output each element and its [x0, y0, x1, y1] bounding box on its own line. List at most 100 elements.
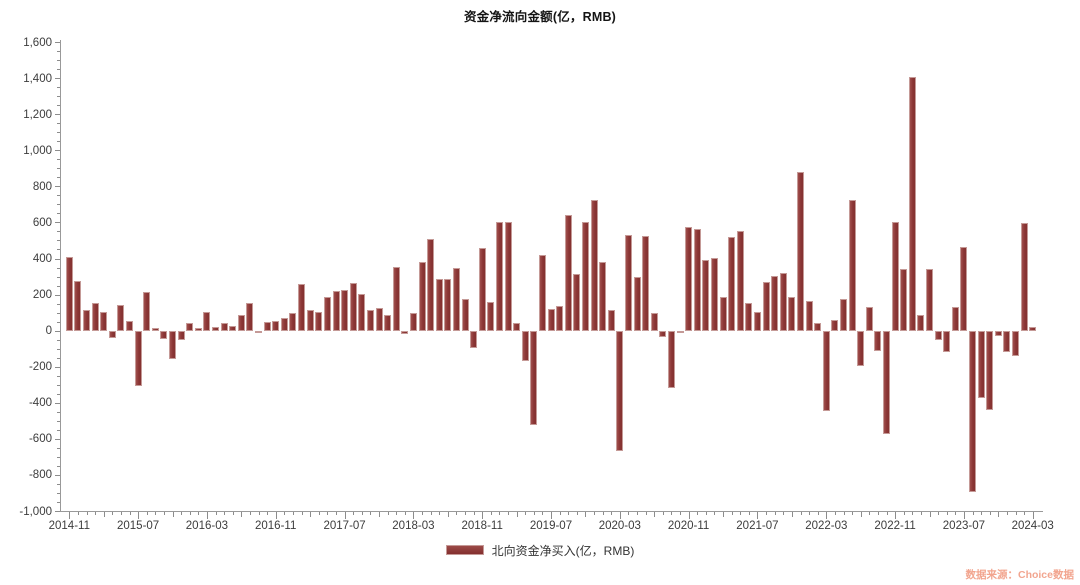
y-tick — [57, 411, 60, 413]
x-tick — [852, 512, 854, 515]
x-tick — [241, 512, 243, 517]
y-tick — [57, 132, 60, 134]
x-tick — [224, 512, 226, 515]
bar — [263, 322, 271, 331]
y-tick-label: 1,600 — [23, 36, 52, 49]
bar — [659, 330, 667, 337]
bar — [91, 302, 99, 331]
x-tick — [955, 512, 957, 515]
bar — [65, 256, 73, 331]
y-tick — [57, 483, 60, 485]
y-tick — [57, 231, 60, 233]
x-tick-label: 2024-03 — [1011, 520, 1054, 532]
x-tick — [533, 512, 535, 515]
x-tick — [594, 512, 595, 515]
x-tick — [869, 512, 871, 515]
y-tick — [57, 267, 60, 269]
y-tick-label: 200 — [32, 289, 52, 301]
bar — [74, 280, 82, 331]
x-tick — [103, 512, 105, 517]
bar — [908, 76, 916, 331]
bar — [676, 330, 684, 334]
x-tick — [748, 512, 750, 515]
bar — [229, 326, 237, 331]
x-tick — [645, 512, 647, 515]
y-tick — [55, 150, 60, 152]
y-tick-label: 400 — [32, 253, 52, 265]
x-tick — [77, 512, 79, 515]
x-tick — [602, 512, 604, 515]
bar — [177, 330, 185, 340]
y-tick — [57, 51, 60, 52]
bar — [513, 322, 521, 331]
x-tick-label: 2016-03 — [185, 520, 228, 532]
x-tick-label: 2018-03 — [392, 520, 435, 532]
x-tick — [628, 512, 630, 515]
x-tick — [551, 512, 552, 519]
bar — [848, 199, 856, 331]
y-tick — [55, 186, 60, 188]
bar — [642, 236, 650, 331]
x-tick — [697, 512, 699, 515]
x-tick-label: 2016-11 — [255, 520, 297, 532]
bar — [298, 284, 305, 331]
x-tick-label: 2019-07 — [529, 520, 573, 532]
bar — [470, 330, 478, 349]
bar — [581, 222, 589, 331]
bar — [435, 279, 443, 331]
bar — [728, 236, 736, 331]
y-tick — [57, 312, 60, 314]
x-tick — [568, 512, 570, 515]
x-tick — [69, 512, 71, 519]
x-tick — [430, 512, 432, 515]
bar — [994, 330, 1002, 336]
bar — [332, 291, 340, 331]
x-tick — [757, 512, 759, 519]
x-tick — [843, 512, 845, 515]
y-tick — [57, 384, 60, 386]
x-tick — [120, 512, 122, 515]
x-tick — [490, 512, 492, 515]
bar — [797, 172, 804, 331]
x-tick — [1006, 512, 1008, 515]
bar — [521, 330, 529, 362]
bar — [693, 228, 701, 331]
x-tick — [379, 512, 380, 517]
bar — [323, 297, 331, 331]
legend-swatch — [445, 545, 484, 555]
bar — [186, 323, 194, 331]
y-tick — [57, 69, 60, 71]
y-axis — [60, 40, 61, 511]
bar — [650, 312, 658, 331]
x-tick — [791, 512, 793, 517]
x-tick — [619, 512, 621, 519]
x-tick — [800, 512, 802, 515]
x-tick — [723, 512, 724, 517]
bar — [134, 330, 142, 387]
x-tick — [714, 512, 716, 515]
bar — [306, 310, 314, 331]
bar — [926, 268, 933, 331]
legend-label: 北向资金净买入(亿，RMB) — [491, 543, 635, 558]
bar — [495, 222, 503, 331]
bar — [126, 320, 133, 331]
x-tick-label: 2022-11 — [874, 520, 916, 532]
x-tick — [1032, 512, 1034, 519]
x-tick — [465, 512, 466, 515]
x-tick — [95, 512, 97, 515]
x-tick — [705, 512, 707, 515]
x-tick — [456, 512, 458, 515]
bar — [685, 227, 693, 331]
x-tick — [181, 512, 183, 515]
legend: 北向资金净买入(亿，RMB) — [0, 541, 1080, 559]
x-tick — [611, 512, 613, 515]
bar — [616, 330, 624, 452]
x-tick — [422, 512, 423, 515]
x-tick — [542, 512, 544, 515]
bar — [160, 330, 168, 339]
x-tick-label: 2020-03 — [598, 520, 641, 532]
x-tick — [938, 512, 940, 515]
x-tick-label: 2018-11 — [461, 520, 503, 532]
bar — [461, 299, 469, 331]
